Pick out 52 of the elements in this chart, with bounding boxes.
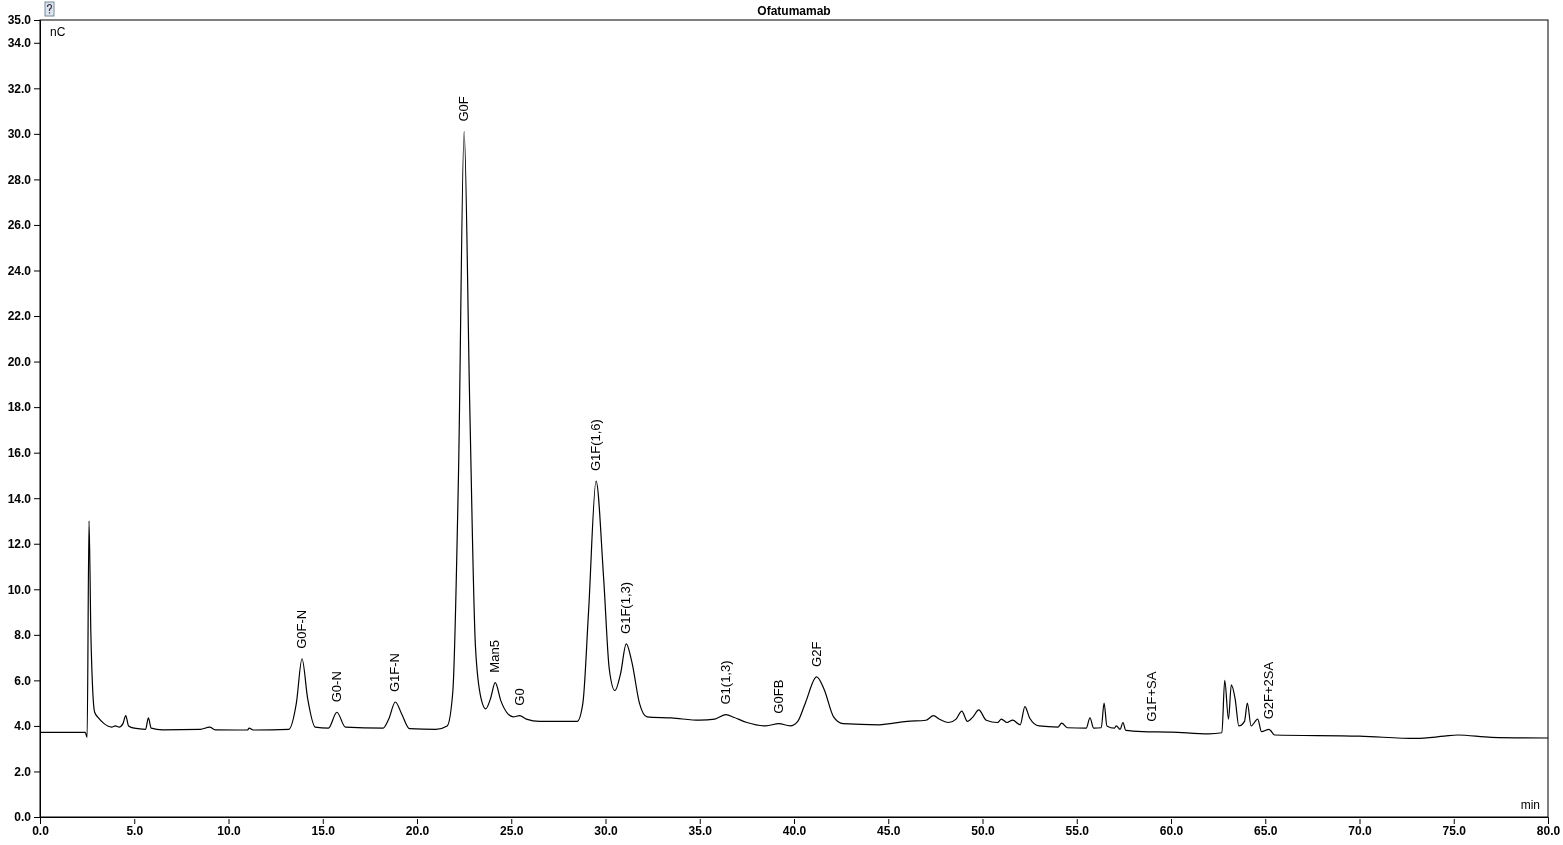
y-tick-label: 20.0 xyxy=(7,354,32,369)
annotation: G2F xyxy=(808,641,824,667)
x-tick-label: 30.0 xyxy=(594,823,618,838)
annotation: G0F-N xyxy=(294,609,310,649)
x-tick-label: 40.0 xyxy=(782,823,807,838)
y-axis-title: nC xyxy=(50,25,66,39)
y-tick-label: 8.0 xyxy=(14,628,32,643)
annotation: G0F xyxy=(456,96,472,122)
y-tick-label: 32.0 xyxy=(7,81,32,96)
x-tick-label: 0.0 xyxy=(32,823,50,838)
y-tick-label: 6.0 xyxy=(14,673,32,688)
x-tick-label: 75.0 xyxy=(1442,823,1467,838)
x-tick-label: 60.0 xyxy=(1159,823,1184,838)
annotation: G0FB xyxy=(770,679,786,714)
annotation: G0-N xyxy=(328,671,344,703)
y-tick-label: 34.0 xyxy=(7,36,32,51)
x-tick-label: 70.0 xyxy=(1348,823,1372,838)
annotation: G2F+2SA xyxy=(1261,661,1277,720)
y-tick-label: 35.0 xyxy=(7,13,32,28)
y-tick-label: 16.0 xyxy=(7,446,32,460)
chart-title: Ofatumamab xyxy=(757,4,831,18)
y-tick-label: 22.0 xyxy=(7,309,32,324)
y-tick-label: 24.0 xyxy=(7,263,32,278)
x-tick-label: 55.0 xyxy=(1065,823,1090,838)
y-tick-label: 28.0 xyxy=(7,172,32,187)
annotation: G0 xyxy=(511,688,527,706)
x-tick-label: 50.0 xyxy=(971,823,995,838)
y-tick-label: 12.0 xyxy=(7,537,32,552)
annotation: G1(1,3) xyxy=(718,660,734,705)
y-tick-label: 4.0 xyxy=(14,719,32,734)
x-tick-label: 20.0 xyxy=(405,823,430,838)
annotation: Man5 xyxy=(487,640,503,673)
annotation: G1F+SA xyxy=(1144,671,1160,722)
x-tick-label: 45.0 xyxy=(877,823,901,838)
x-tick-label: 15.0 xyxy=(311,823,336,838)
annotation: G1F-N xyxy=(387,653,403,692)
x-axis-title: min xyxy=(1520,798,1540,812)
x-tick-label: 65.0 xyxy=(1254,823,1278,838)
x-tick-label: 5.0 xyxy=(126,823,144,838)
y-tick-label: 14.0 xyxy=(7,491,32,506)
y-tick-label: 0.0 xyxy=(14,810,32,825)
x-tick-label: 35.0 xyxy=(688,823,713,838)
y-tick-label: 30.0 xyxy=(7,127,32,142)
y-tick-label: 2.0 xyxy=(14,764,32,779)
x-tick-label: 25.0 xyxy=(500,823,524,838)
y-tick-label: 10.0 xyxy=(7,582,32,597)
y-tick-label: 26.0 xyxy=(7,218,32,233)
x-tick-label: 80.0 xyxy=(1536,823,1561,838)
annotation: G1F(1,3) xyxy=(618,581,634,634)
y-tick-label: 18.0 xyxy=(7,400,32,415)
x-tick-label: 10.0 xyxy=(217,823,241,838)
annotation: G1F(1,6) xyxy=(588,419,604,472)
